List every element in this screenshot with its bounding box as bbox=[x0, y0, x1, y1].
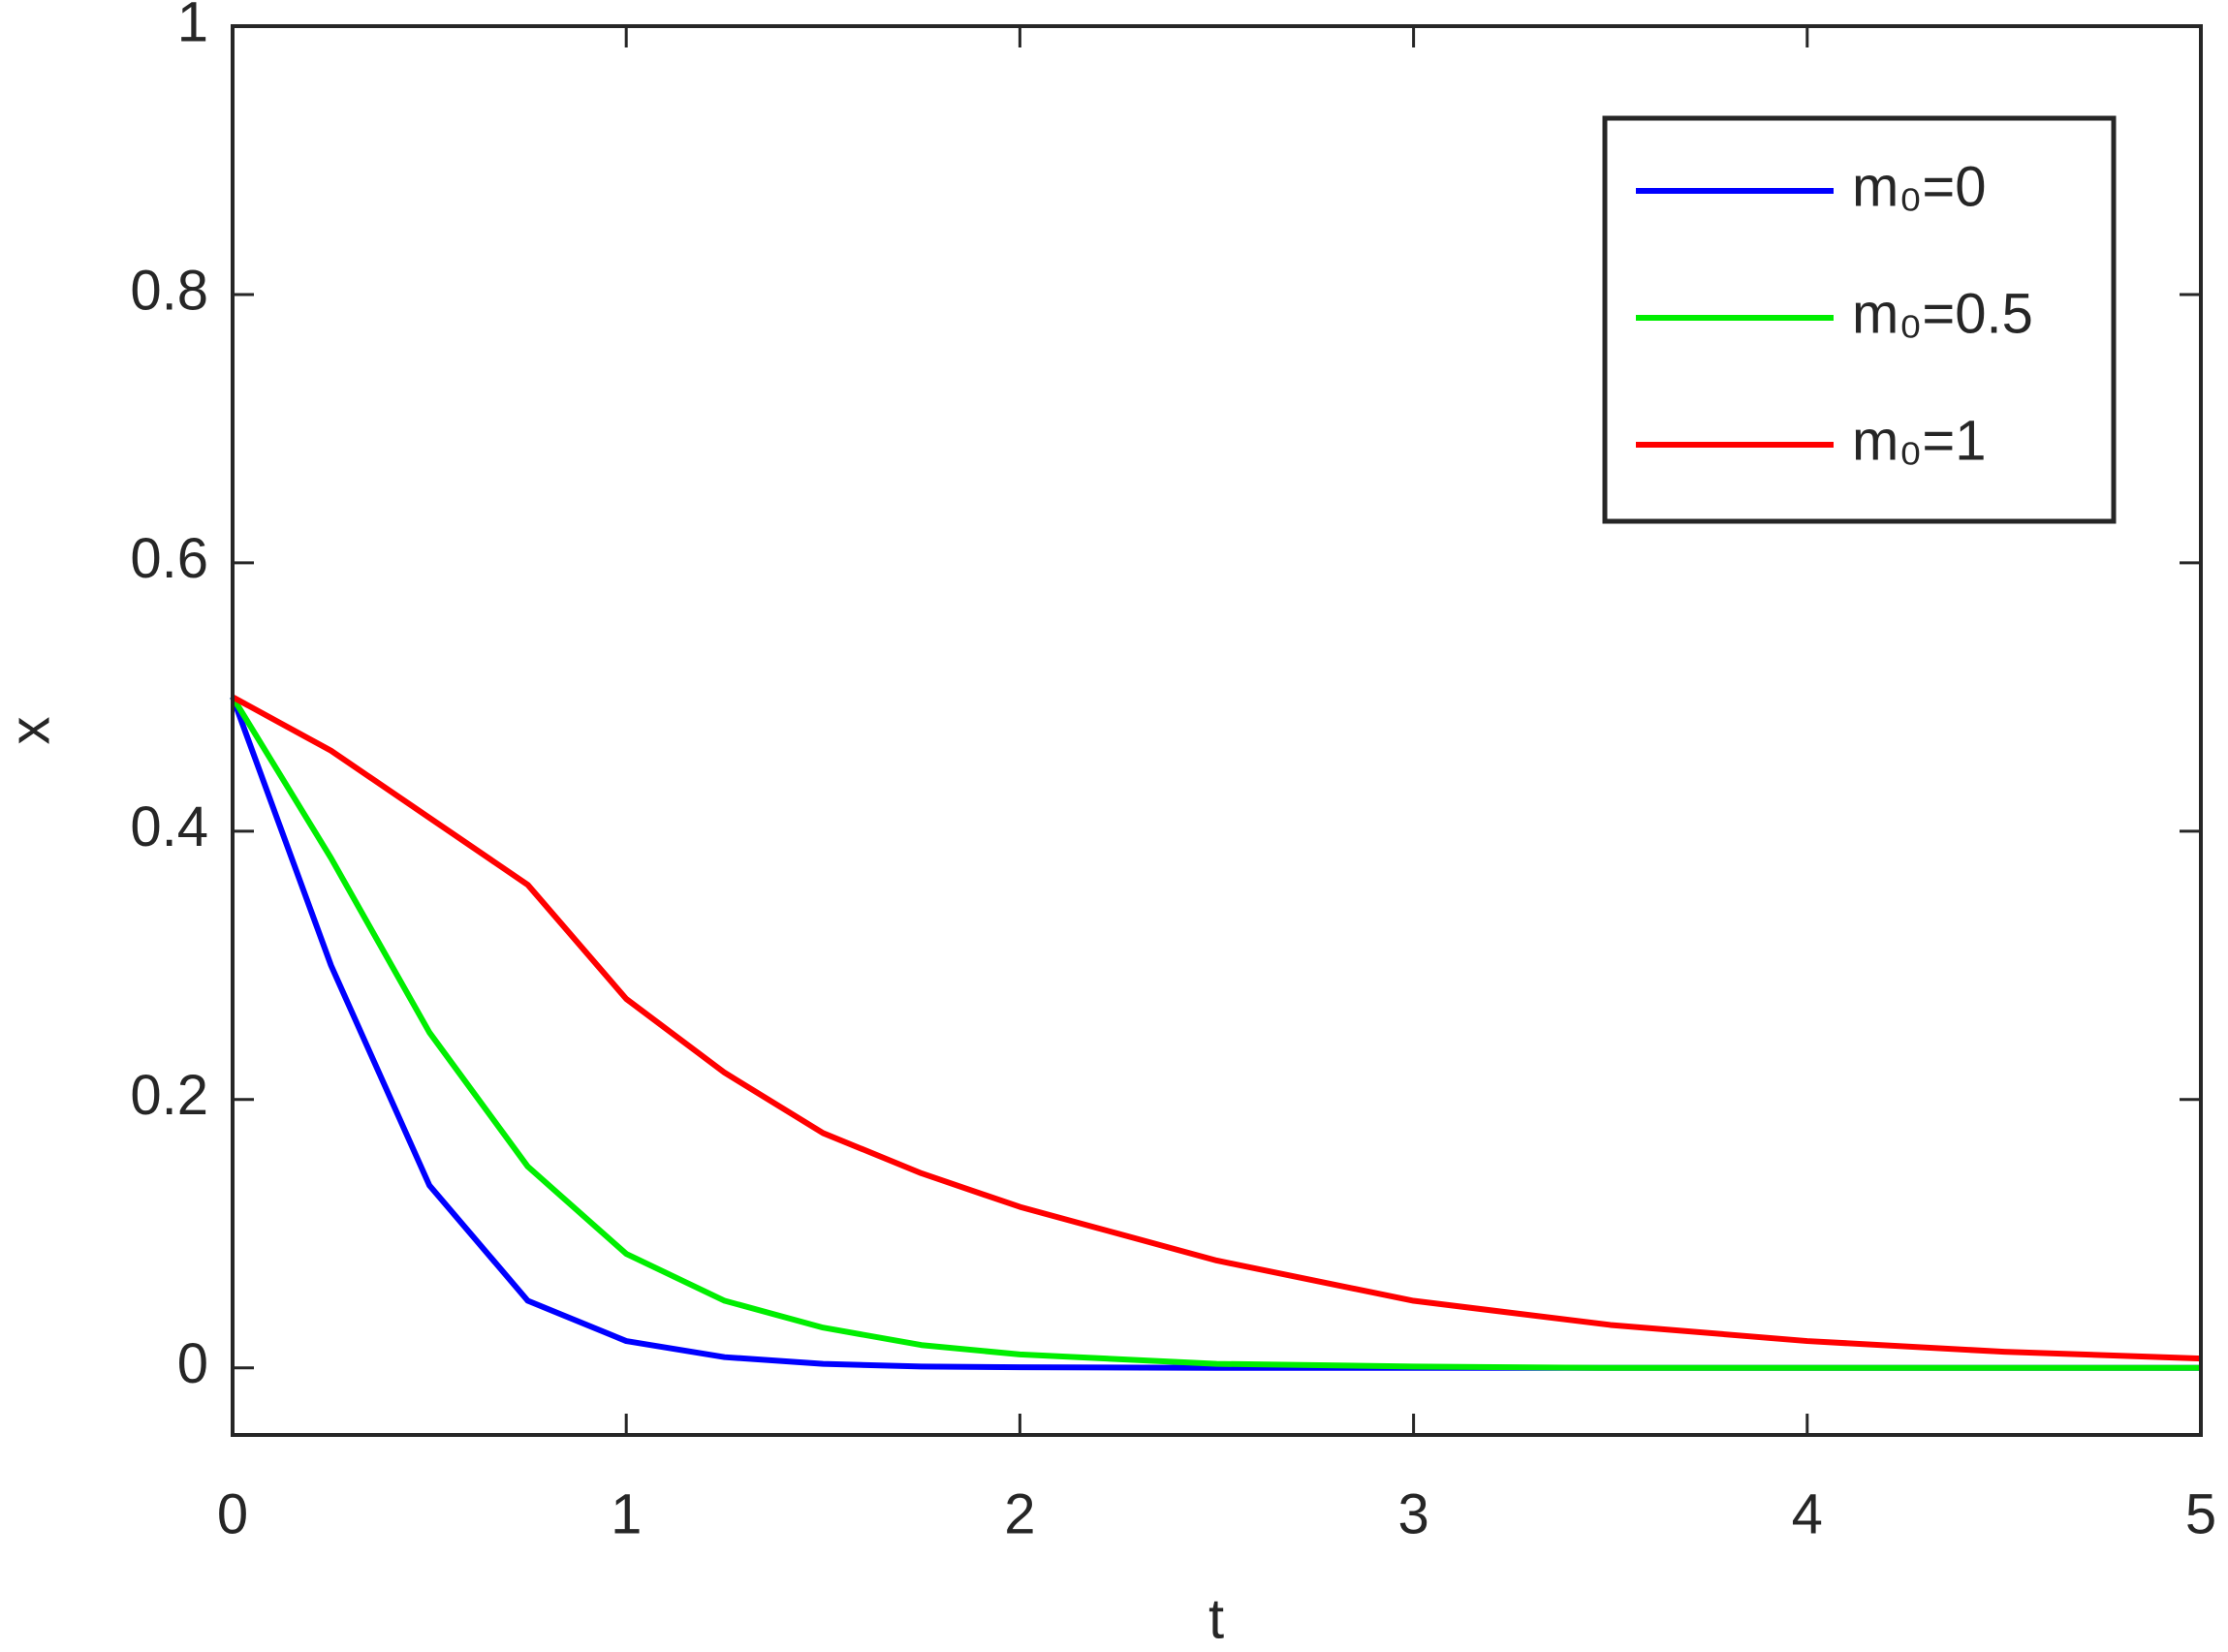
x-tick-label: 0 bbox=[217, 1482, 248, 1545]
series-line bbox=[230, 695, 2201, 1371]
y-tick-label: 0.2 bbox=[130, 1064, 208, 1127]
y-tick-label: 1 bbox=[177, 0, 208, 53]
y-tick-label: 0.8 bbox=[130, 259, 208, 322]
x-tick-label: 3 bbox=[1397, 1482, 1428, 1545]
y-tick-label: 0.4 bbox=[130, 795, 208, 858]
legend-label: m₀=0 bbox=[1852, 155, 1987, 218]
x-tick-label: 1 bbox=[611, 1482, 642, 1545]
axes-box bbox=[231, 24, 2203, 1437]
legend-label: m₀=0.5 bbox=[1852, 282, 2033, 345]
y-axis-label: x bbox=[0, 717, 61, 745]
x-axis-label: t bbox=[1208, 1587, 1224, 1650]
y-tick-label: 0.6 bbox=[130, 527, 208, 590]
x-tick-label: 5 bbox=[2185, 1482, 2216, 1545]
x-tick-label: 4 bbox=[1792, 1482, 1823, 1545]
legend-label: m₀=1 bbox=[1852, 409, 1987, 472]
series-line bbox=[231, 694, 2202, 1362]
x-tick-label: 2 bbox=[1004, 1482, 1035, 1545]
y-tick-label: 0 bbox=[177, 1332, 208, 1395]
